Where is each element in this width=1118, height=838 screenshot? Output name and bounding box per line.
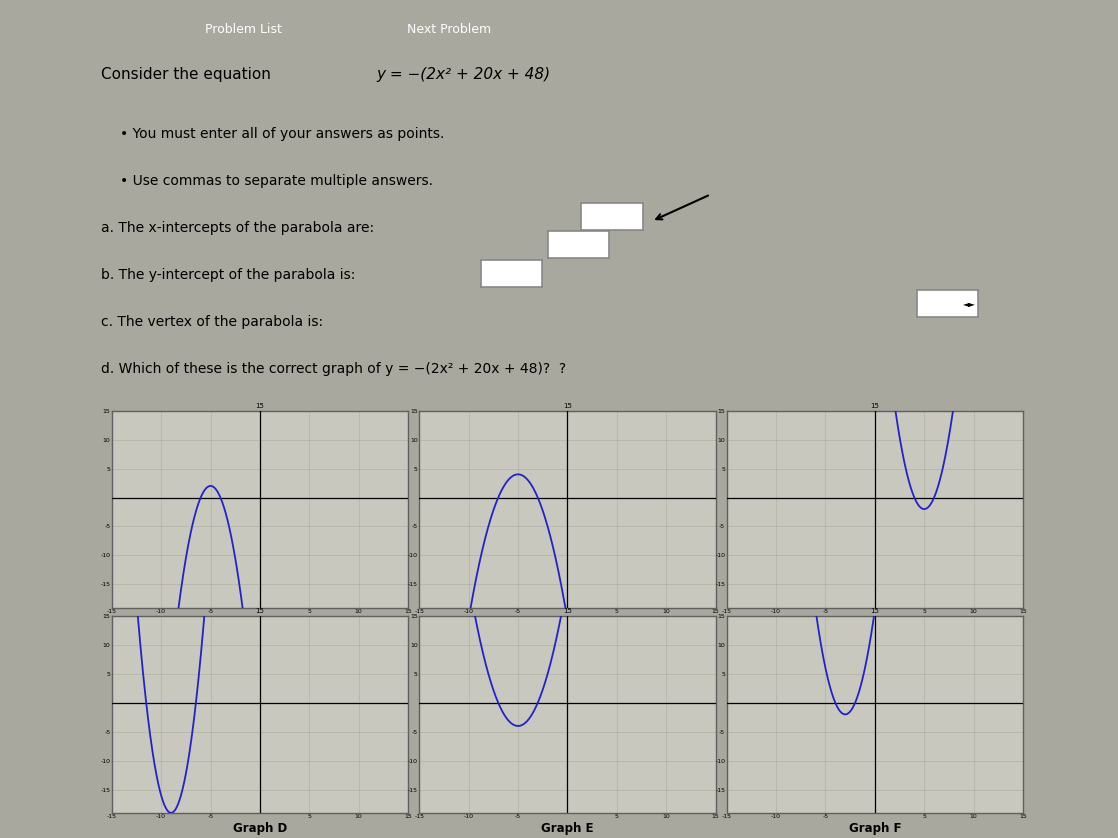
Text: 15: 15 (563, 402, 571, 409)
Text: • Use commas to separate multiple answers.: • Use commas to separate multiple answer… (121, 174, 434, 189)
Text: Problem List: Problem List (206, 23, 282, 36)
Text: c. The vertex of the parabola is:: c. The vertex of the parabola is: (101, 315, 323, 329)
Text: Consider the equation: Consider the equation (101, 67, 275, 82)
Text: a. The x-intercepts of the parabola are:: a. The x-intercepts of the parabola are: (101, 221, 373, 235)
Text: d. Which of these is the correct graph of y = −(2x² + 20x + 48)?  ?: d. Which of these is the correct graph o… (101, 362, 566, 376)
X-axis label: Graph E: Graph E (541, 822, 594, 835)
Text: 15: 15 (871, 402, 879, 409)
Text: 15: 15 (256, 402, 264, 409)
Text: 15: 15 (871, 608, 879, 614)
X-axis label: Graph C: Graph C (849, 617, 901, 629)
X-axis label: Graph A: Graph A (234, 617, 286, 629)
X-axis label: Graph F: Graph F (849, 822, 901, 835)
X-axis label: Graph B: Graph B (541, 617, 594, 629)
X-axis label: Graph D: Graph D (233, 822, 287, 835)
Text: Next Problem: Next Problem (407, 23, 492, 36)
Text: 15: 15 (256, 608, 264, 614)
Text: ◄►: ◄► (963, 299, 976, 308)
Text: • You must enter all of your answers as points.: • You must enter all of your answers as … (121, 127, 445, 142)
Text: b. The y-intercept of the parabola is:: b. The y-intercept of the parabola is: (101, 268, 356, 282)
Text: y = −(2x² + 20x + 48): y = −(2x² + 20x + 48) (376, 67, 550, 82)
Text: 15: 15 (563, 608, 571, 614)
